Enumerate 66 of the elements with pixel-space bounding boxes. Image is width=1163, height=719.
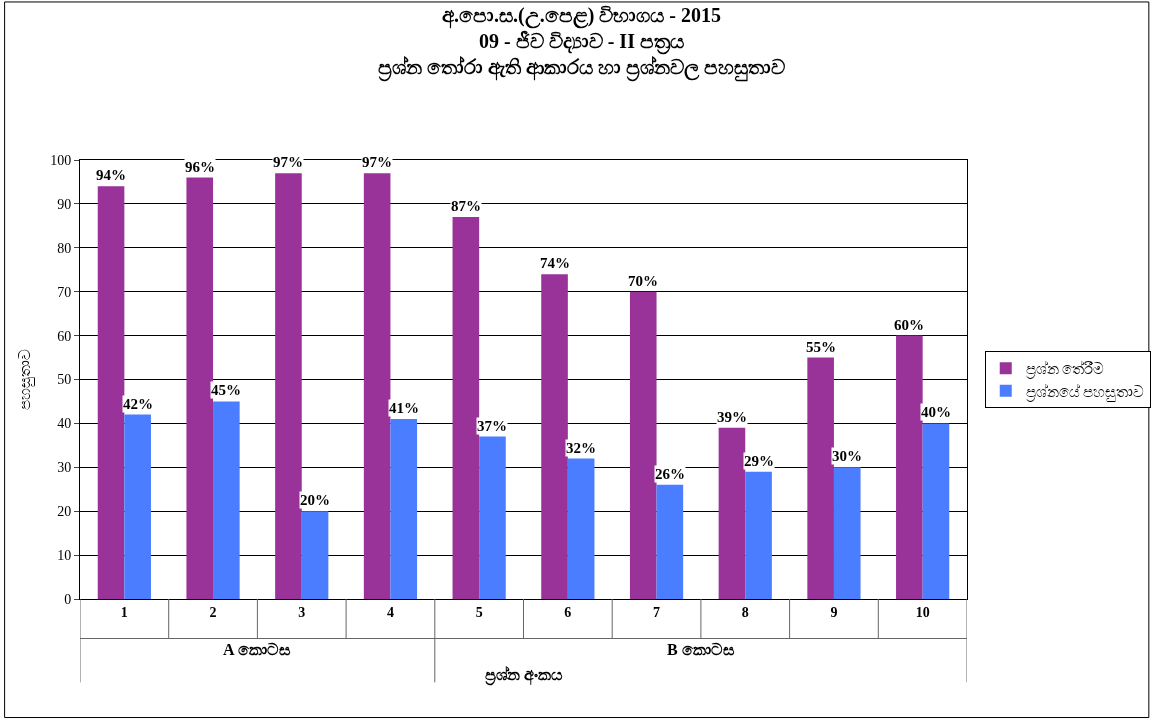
bar (629, 291, 657, 599)
data-label: 41% (389, 400, 419, 416)
data-label: 30% (832, 448, 862, 464)
x-tick-label: 1 (120, 604, 128, 620)
x-axis-title: ප්‍රශ්න අංකය (484, 666, 563, 687)
y-tick-label: 80 (57, 240, 72, 256)
data-label: 94% (96, 167, 126, 183)
data-label: 39% (717, 409, 747, 425)
bar (213, 401, 240, 599)
x-tick-label: 4 (386, 604, 394, 620)
bar (567, 458, 595, 599)
data-label: 97% (273, 154, 303, 170)
text: A කොටස (223, 641, 291, 658)
x-tick-label: 7 (653, 604, 661, 620)
bar (301, 511, 329, 599)
bar (656, 484, 684, 599)
bar (124, 414, 151, 599)
y-tick-label: 20 (57, 504, 72, 520)
y-tick-label: 10 (57, 548, 72, 563)
data-label: 70% (628, 273, 658, 289)
bar (718, 427, 746, 599)
data-label: 37% (477, 418, 507, 434)
data-label: 42% (123, 396, 153, 412)
x-tick-label: 10 (915, 604, 930, 620)
bar (922, 423, 950, 599)
bar (745, 471, 772, 599)
x-tick-label: 9 (830, 604, 838, 620)
text: B කොටස (667, 641, 735, 658)
data-label: 45% (211, 382, 241, 398)
legend-label: ප්‍රශ්න තේරීම (1025, 360, 1105, 380)
data-label: 74% (540, 255, 570, 271)
bar (541, 274, 568, 599)
bar (833, 467, 861, 599)
data-label: 97% (362, 154, 392, 170)
y-tick-label: 30 (57, 460, 72, 476)
data-label: 29% (744, 453, 774, 469)
bar (479, 436, 506, 599)
bar (896, 335, 923, 599)
legend-label: ප්‍රශ්නයේ පහසුතාව (1025, 382, 1145, 402)
y-tick-label: 0 (64, 591, 72, 607)
x-tick-label: 6 (564, 604, 572, 620)
y-axis-title: පහසුතාව (17, 349, 36, 410)
data-label: 60% (894, 317, 924, 333)
bar (97, 186, 125, 599)
y-tick-label: 90 (57, 196, 72, 212)
data-label: 26% (655, 466, 685, 482)
x-tick-label: 8 (741, 604, 749, 620)
bar (275, 173, 302, 599)
bar (807, 357, 834, 599)
data-label: 55% (806, 339, 836, 355)
y-tick-label: 40 (57, 416, 72, 432)
data-label: 32% (566, 440, 596, 456)
y-tick-label: 70 (57, 284, 72, 300)
x-tick-label: 3 (298, 604, 306, 620)
data-label: 20% (300, 492, 330, 508)
y-tick-label: 50 (57, 372, 72, 388)
y-tick-label: 60 (57, 328, 72, 344)
x-tick-label: 5 (475, 604, 483, 620)
bar (363, 173, 391, 599)
data-label: 40% (921, 404, 951, 420)
bar (390, 419, 418, 599)
data-label: 96% (185, 159, 215, 175)
x-tick-label: 2 (209, 604, 217, 620)
chart-title: අ.පො.ස.(උ.පෙළ) විභාගය - 2015 09 - ජීව විද්‍යාව - II පත්‍රය ප්‍රශ්න තෝරා ඇති ආකාරය හා ප්‍රශ්නවල පහසුතාව (378, 3, 785, 82)
data-label: 87% (451, 198, 481, 214)
y-tick-label: 100 (50, 152, 72, 168)
